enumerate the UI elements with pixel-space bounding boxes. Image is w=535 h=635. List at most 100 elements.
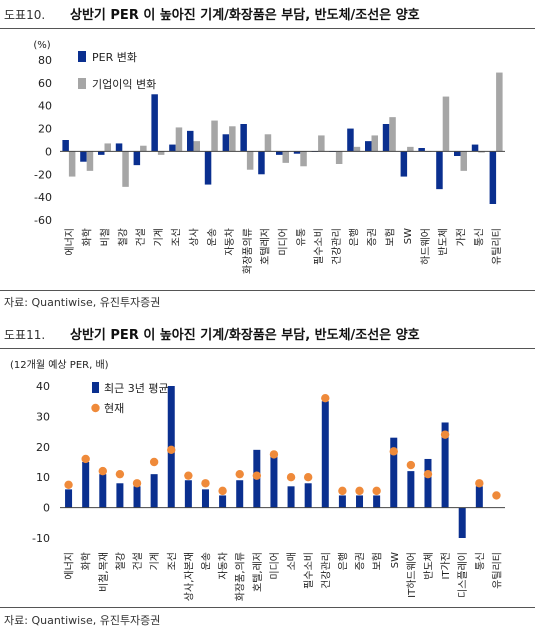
earnings-change-bar [371,135,378,152]
x-tick-label: 유통 [295,228,307,246]
current-per-dot [235,469,244,479]
legend-swatch [78,51,86,62]
current-per-dot [355,486,364,496]
x-tick-label: 유틸리티 [490,228,503,265]
three-year-avg-bar [458,507,466,538]
x-tick-label: 소매 [286,552,298,570]
x-tick-label: 건강관리 [331,228,343,265]
x-tick-label: 운송 [206,228,218,246]
x-tick-label: 미디어 [278,228,290,256]
current-per-dot [406,460,416,470]
current-per-dot [286,473,296,482]
x-tick-label: 유틸리티 [490,552,503,589]
x-tick-label: SW [403,228,414,244]
current-per-dot [372,486,381,496]
per-change-bar [187,130,194,152]
per-change-bar [400,151,408,177]
x-tick-label: 호텔레저 [260,228,272,265]
current-per-dot [81,454,90,464]
current-per-dot [201,479,210,488]
per-earnings-change-chart: (%) -60 -40 -20 0 20 40 60 80 에너지 화학 비철 철강 건설 기계 조선 상사 운송… [33,40,505,274]
legend-label: PER 변화 [92,51,137,64]
y-tick-label: 10 [36,471,50,484]
per-change-bar [240,124,247,152]
current-per-dot [269,450,279,459]
earnings-change-bar [282,151,289,163]
earnings-change-bar [104,143,111,152]
earnings-change-bar [193,141,200,152]
current-per-dot [167,445,176,455]
x-tick-label: 기계 [149,552,161,570]
x-tick-label: 가전 [456,228,468,246]
x-tick-label: 화장품의류 [242,228,254,274]
x-tick-label: 은행 [337,552,349,570]
three-year-avg-bar [356,495,364,508]
forward-per-chart: (12개월 예상 PER, 배) -10 0 10 20 30 40 에너지 화학 비철,목재 철강… [10,359,505,601]
per-change-bar [169,144,176,152]
x-tick-label: 증권 [367,228,379,246]
x-tick-label: IT하드웨어 [405,552,418,598]
per-change-bar [115,143,123,152]
current-per-dot [149,457,159,467]
three-year-avg-bar [116,483,124,508]
current-per-dot [303,473,313,482]
y-tick-label: 20 [38,123,52,136]
figure-number: 도표11. [4,328,46,342]
per-change-bar [204,151,212,185]
legend-swatch [92,382,99,393]
x-tick-label: 비철 [100,228,112,246]
per-change-bar [436,151,443,190]
per-change-bar [151,94,158,152]
x-tick-label: 에너지 [64,552,76,580]
earnings-change-bar [175,127,183,152]
three-year-avg-bar [133,486,141,508]
footer-rule [0,290,535,291]
earnings-change-bar [246,151,254,170]
three-year-avg-bar [287,486,295,508]
x-tick-label: 화장품,의류 [235,552,247,601]
three-year-avg-bar [270,455,278,508]
current-per-dot [98,466,107,476]
x-tick-label: 반도체 [423,552,435,580]
y-tick-label: 40 [36,380,50,393]
current-per-dot [492,491,501,500]
y-tick-label: 60 [38,77,52,90]
footer-rule [0,607,535,608]
earnings-change-bar [318,135,325,152]
x-tick-label: 화학 [82,228,94,246]
earnings-change-bar [460,151,467,171]
current-per-dot [321,393,330,403]
per-change-bar [365,141,372,152]
x-tick-label: 보험 [372,552,384,570]
x-tick-label: 은행 [349,228,361,246]
legend-label: 현재 [104,402,124,415]
x-tick-label: 조선 [171,228,183,246]
x-tick-label: 상사 [189,228,201,246]
x-tick-label: 보험 [384,228,396,246]
per-change-bar [471,144,479,152]
x-tick-label: 자동차 [224,228,236,256]
x-tick-label: SW [390,552,401,568]
three-year-avg-bar [236,480,244,508]
unit-label: (%) [33,40,50,51]
earnings-change-bar [407,146,414,152]
x-tick-label: 자동차 [218,552,230,580]
three-year-avg-bar [441,422,449,508]
x-tick-label: 디스플레이 [457,552,469,598]
per-change-bar [276,151,283,155]
x-tick-label: 필수소비 [303,552,315,589]
earnings-change-bar [389,117,396,152]
x-tick-label: 반도체 [438,228,450,256]
y-tick-label: 40 [38,100,52,113]
y-tick-label: -40 [34,191,52,204]
x-tick-label: 철강 [115,552,127,570]
earnings-change-bar [442,96,450,152]
current-per-dot [184,471,193,480]
source-note: 자료: Quantiwise, 유진투자증권 [4,296,161,309]
legend-label: 기업이익 변화 [92,78,156,91]
earnings-change-bar [300,151,307,167]
three-year-avg-bar [219,495,227,508]
x-tick-label: 철강 [117,228,129,246]
current-per-dot [132,479,142,488]
y-tick-label: -60 [34,214,52,227]
